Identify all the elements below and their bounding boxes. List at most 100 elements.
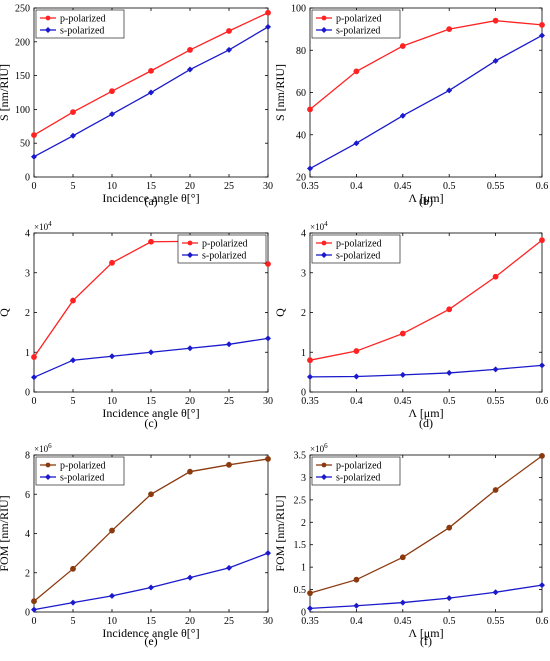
data-point-s-polarized <box>539 32 545 39</box>
y-axis-label: FOM [nm/RIU] <box>0 495 11 571</box>
multiplier-base: ×10 <box>34 222 49 232</box>
legend-marker <box>45 27 51 33</box>
data-point-s-polarized <box>226 46 232 53</box>
series-line-s-polarized <box>309 34 543 170</box>
legend-label: p-polarized <box>336 239 382 250</box>
x-tick-label: 25 <box>224 396 234 407</box>
legend-marker <box>187 252 193 258</box>
data-point-p-polarized <box>187 47 193 53</box>
data-point-p-polarized <box>148 67 154 74</box>
data-point-s-polarized <box>399 112 406 119</box>
x-tick-label: 5 <box>71 181 76 192</box>
data-point-s-polarized <box>265 23 271 30</box>
legend-box <box>35 456 125 486</box>
y-tick-label: 2 <box>301 308 306 319</box>
x-tick-label: 0.45 <box>394 396 412 407</box>
chart-panel-6: 0.35 0.4 0.45 0.5 0.55 0.6 0 0.5 1 1.5 2 2.5 3 3.5×10… <box>273 442 548 648</box>
data-point-s-polarized <box>226 341 232 348</box>
x-tick-label: 0.4 <box>350 616 363 627</box>
y-tick-label: 80 <box>296 46 306 57</box>
axis-multiplier: ×104 <box>34 220 52 232</box>
data-point-s-polarized <box>109 592 115 599</box>
legend-label: s-polarized <box>60 26 104 37</box>
x-tick-label: 0.35 <box>301 616 319 627</box>
data-point-p-polarized <box>70 109 76 116</box>
x-tick-label: 0.55 <box>487 616 505 627</box>
data-point-s-polarized <box>187 345 193 352</box>
data-point-p-polarized <box>109 88 115 95</box>
y-tick-label: 0 <box>301 388 306 399</box>
x-tick-label: 15 <box>146 396 156 407</box>
data-point-p-polarized <box>265 261 271 267</box>
data-point-p-polarized <box>399 554 406 561</box>
x-tick-label: 10 <box>107 616 117 627</box>
data-point-p-polarized <box>148 238 154 245</box>
x-tick-label: 20 <box>185 616 195 627</box>
x-tick-label: 0 <box>32 616 37 627</box>
series-line-s-polarized <box>33 337 269 378</box>
y-tick-label: 2 <box>25 568 30 579</box>
y-tick-label: 3 <box>25 268 30 279</box>
x-tick-label: 20 <box>185 181 195 192</box>
legend-label: p-polarized <box>336 14 382 25</box>
legend-marker <box>321 27 327 33</box>
legend-label: s-polarized <box>336 473 380 484</box>
axis-multiplier: ×106 <box>34 442 52 454</box>
chart-panel-2: 0.35 0.4 0.45 0.5 0.55 0.6 20 40 60 80 100 Λ [μm] S … <box>273 4 548 209</box>
data-point-p-polarized <box>31 598 37 605</box>
data-point-p-polarized <box>70 565 76 572</box>
data-point-s-polarized <box>539 362 545 369</box>
y-tick-label: 0 <box>301 608 306 619</box>
x-tick-label: 0.4 <box>350 181 363 192</box>
data-point-s-polarized <box>70 599 76 606</box>
y-tick-label: 0 <box>25 608 30 619</box>
x-tick-label: 30 <box>263 616 273 627</box>
legend-marker <box>187 240 193 246</box>
series-line-p-polarized <box>309 455 543 594</box>
x-tick-label: 0.35 <box>301 396 319 407</box>
data-point-s-polarized <box>307 165 313 172</box>
data-point-p-polarized <box>70 297 76 304</box>
data-point-s-polarized <box>446 369 453 376</box>
x-tick-label: 0.6 <box>536 616 549 627</box>
data-point-p-polarized <box>492 17 499 24</box>
data-point-p-polarized <box>226 461 232 468</box>
data-point-s-polarized <box>307 373 313 380</box>
y-tick-label: 1 <box>301 563 306 574</box>
multiplier-exponent: 4 <box>324 220 328 228</box>
x-tick-label: 25 <box>224 181 234 192</box>
legend-label: s-polarized <box>202 251 246 262</box>
x-axis-label: Λ [μm] <box>408 626 443 640</box>
y-tick-label: 1 <box>301 348 306 359</box>
data-point-p-polarized <box>307 357 313 364</box>
legend-box <box>311 456 401 486</box>
y-tick-label: 3.5 <box>294 451 307 462</box>
data-point-p-polarized <box>353 68 360 75</box>
axis-multiplier: ×104 <box>310 220 328 232</box>
data-point-s-polarized <box>148 584 154 591</box>
data-point-p-polarized <box>446 26 453 33</box>
data-point-p-polarized <box>492 487 499 493</box>
data-point-p-polarized <box>353 348 360 354</box>
y-tick-label: 250 <box>15 4 30 15</box>
legend-label: s-polarized <box>336 251 380 262</box>
y-tick-label: 50 <box>20 139 30 150</box>
data-point-s-polarized <box>265 335 271 342</box>
y-tick-label: 0.5 <box>294 585 307 596</box>
data-point-p-polarized <box>446 524 453 531</box>
data-point-s-polarized <box>353 373 360 380</box>
axis-multiplier: ×106 <box>310 442 328 454</box>
x-tick-label: 20 <box>185 396 195 407</box>
data-point-p-polarized <box>265 456 271 462</box>
data-point-s-polarized <box>226 564 232 571</box>
y-axis-label: FOM [nm/RIU] <box>273 495 287 571</box>
x-axis-label: Incidence angle θ[°] <box>102 626 199 640</box>
